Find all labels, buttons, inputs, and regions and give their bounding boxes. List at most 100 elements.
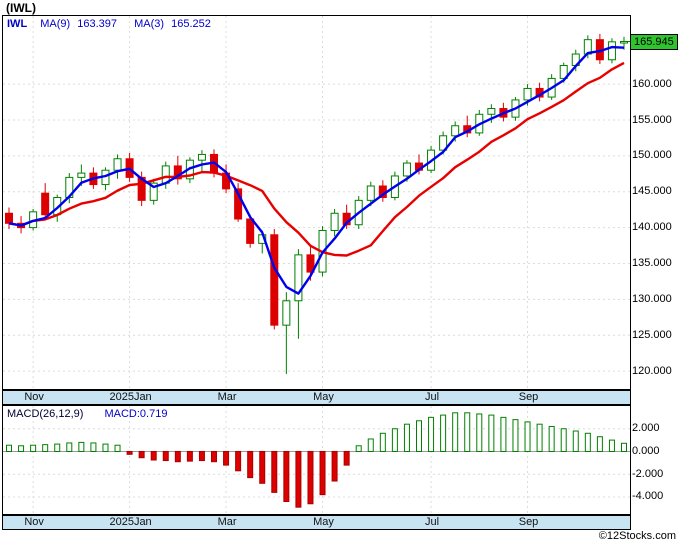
- candle-up: [487, 108, 496, 115]
- watermark: ©12Stocks.com: [598, 530, 676, 542]
- ma3-value: 165.252: [171, 18, 211, 30]
- price-axis-label: 160.000: [632, 77, 672, 90]
- macd-bar-positive: [54, 443, 61, 452]
- ma3-label: MA(3): [134, 18, 165, 30]
- candle-down: [270, 234, 279, 326]
- macd-bar-positive: [391, 428, 398, 452]
- macd-bar-positive: [66, 442, 73, 452]
- right-price-axis: 160.000 155.000 150.000 145.000 140.000 135.0…: [632, 0, 680, 546]
- candle-up: [113, 158, 122, 171]
- macd-bar-negative: [186, 450, 193, 462]
- macd-bar-negative: [319, 450, 326, 496]
- candle-up: [282, 300, 291, 326]
- macd-bar-negative: [126, 450, 133, 455]
- macd-axis-label: 0.000: [632, 444, 660, 457]
- month-tick-label: 2025Jan: [109, 516, 152, 528]
- price-axis-label: 145.000: [632, 185, 672, 198]
- macd-bar-positive: [452, 412, 459, 452]
- macd-bar-positive: [584, 432, 591, 452]
- month-tick-label: Sep: [518, 391, 539, 403]
- macd-bar-negative: [211, 450, 217, 463]
- candle-up: [451, 125, 460, 137]
- price-axis-label: 120.000: [632, 364, 672, 377]
- month-tick-label: Mar: [217, 516, 237, 528]
- macd-panel: MACD(26,12,9) MACD:0.719: [2, 405, 631, 515]
- candle-up: [523, 87, 532, 101]
- symbol-label: IWL: [7, 18, 28, 30]
- macd-axis-label: 2.000: [632, 422, 660, 435]
- candle-down: [246, 218, 255, 244]
- macd-bar-positive: [512, 419, 519, 452]
- candle-up: [366, 185, 375, 201]
- macd-bar-positive: [428, 416, 435, 452]
- macd-bar-positive: [30, 444, 37, 452]
- month-tick-label: Jul: [425, 516, 440, 528]
- macd-bar-negative: [307, 450, 314, 505]
- candle-up: [330, 212, 339, 231]
- macd-bar-negative: [223, 450, 230, 466]
- price-chart-x-axis: Nov 2025Jan Mar May Jul Sep: [2, 390, 631, 405]
- ma9-line: [8, 61, 625, 257]
- macd-bar-positive: [572, 430, 579, 452]
- macd-bar-negative: [174, 450, 181, 463]
- macd-bar-positive: [403, 423, 410, 452]
- macd-bar-positive: [560, 428, 567, 452]
- candlestick-chart: [3, 16, 630, 389]
- candle-up: [559, 64, 568, 79]
- macd-bar-positive: [464, 412, 471, 452]
- macd-bar-negative: [331, 450, 338, 482]
- macd-bar-positive: [500, 416, 507, 452]
- ma9-label: MA(9): [40, 18, 71, 30]
- macd-bar-positive: [416, 420, 422, 452]
- candle-down: [5, 212, 13, 224]
- candle-down: [306, 254, 315, 273]
- price-axis-label: 135.000: [632, 256, 672, 269]
- macd-bar-positive: [596, 436, 603, 452]
- month-tick-label: Mar: [217, 391, 237, 403]
- macd-bar-positive: [548, 425, 555, 452]
- candle-up: [77, 172, 86, 178]
- price-axis-label: 125.000: [632, 328, 672, 341]
- macd-bar-negative: [235, 450, 242, 472]
- macd-bar-negative: [247, 450, 254, 479]
- price-axis-label: 155.000: [632, 113, 672, 126]
- month-tick-label: Nov: [24, 516, 44, 528]
- month-tick-label: 2025Jan: [109, 391, 152, 403]
- page-title: (IWL): [6, 1, 36, 15]
- macd-bar-negative: [162, 450, 169, 462]
- month-tick-label: Sep: [518, 516, 539, 528]
- macd-bar-positive: [18, 445, 25, 452]
- month-tick-label: May: [313, 516, 334, 528]
- ma9-value: 163.397: [77, 18, 118, 30]
- price-axis-label: 130.000: [632, 292, 672, 305]
- month-tick-label: Jul: [425, 391, 440, 403]
- macd-bar-positive: [536, 423, 543, 452]
- macd-bar-negative: [295, 450, 302, 508]
- macd-bar-positive: [42, 444, 49, 452]
- macd-bar-negative: [343, 450, 350, 466]
- macd-bar-negative: [271, 450, 278, 493]
- macd-bar-positive: [608, 439, 615, 452]
- macd-bar-positive: [102, 443, 109, 452]
- macd-bar-positive: [114, 444, 121, 452]
- candle-down: [234, 188, 243, 220]
- macd-bar-positive: [621, 442, 627, 452]
- macd-histogram-chart: [3, 406, 630, 514]
- macd-axis-label: -2.000: [632, 467, 664, 480]
- macd-bar-positive: [379, 432, 386, 452]
- candle-up: [197, 153, 206, 161]
- macd-bar-positive: [524, 421, 531, 452]
- price-axis-label: 140.000: [632, 221, 672, 234]
- macd-bar-positive: [367, 438, 374, 452]
- ma3-line: [8, 45, 625, 295]
- macd-bar-positive: [78, 441, 85, 452]
- macd-legend: MACD(26,12,9) MACD:0.719: [7, 408, 167, 420]
- candle-up: [149, 182, 158, 201]
- macd-x-axis: Nov 2025Jan Mar May Jul Sep: [2, 515, 631, 530]
- macd-bar-positive: [355, 445, 362, 452]
- macd-bar-positive: [90, 442, 97, 452]
- month-tick-label: May: [313, 391, 334, 403]
- candle-up: [402, 162, 411, 177]
- macd-axis-label: -4.000: [632, 490, 664, 503]
- macd-bar-negative: [150, 450, 157, 461]
